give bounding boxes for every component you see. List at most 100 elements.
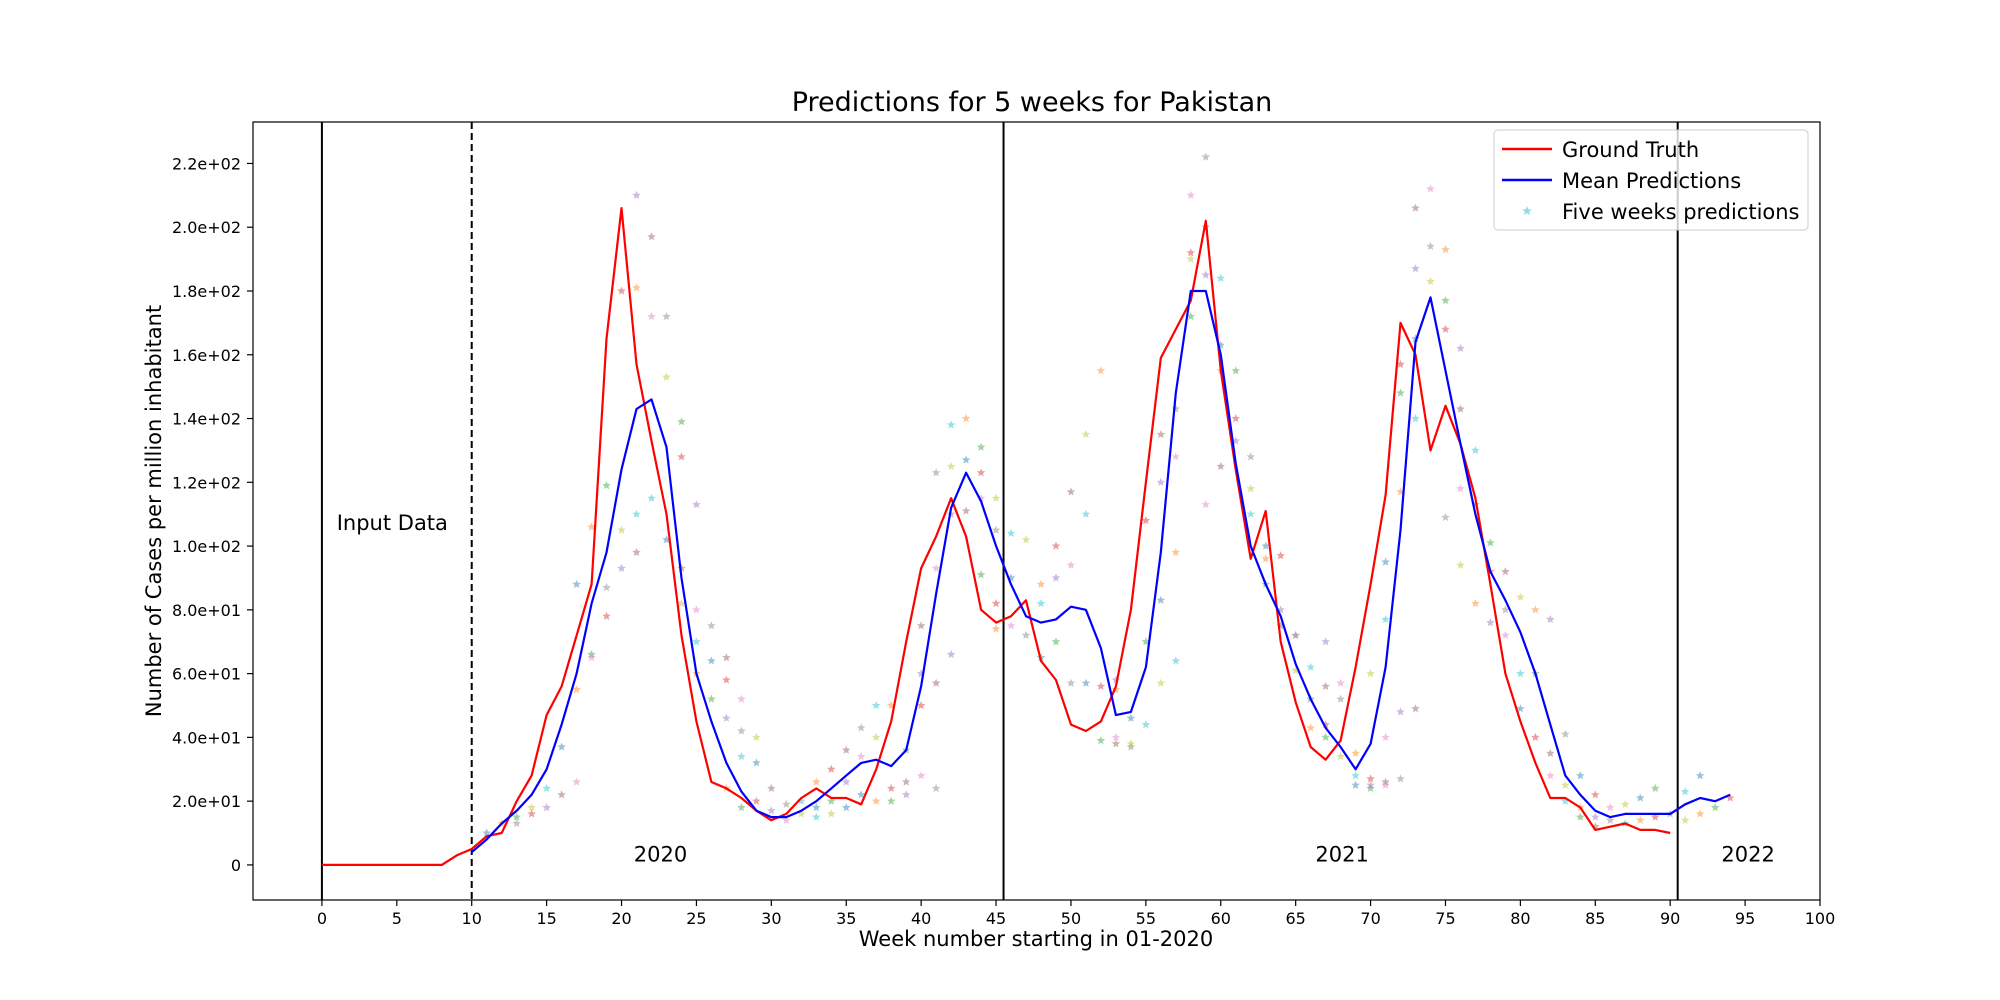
prediction-point — [1126, 713, 1136, 722]
prediction-point — [1066, 487, 1076, 496]
prediction-point — [931, 783, 941, 792]
prediction-point — [976, 493, 986, 502]
prediction-point — [542, 803, 551, 812]
prediction-point — [1051, 637, 1061, 646]
prediction-point — [1051, 541, 1061, 550]
prediction-point — [991, 493, 1001, 502]
prediction-point — [1156, 477, 1166, 486]
prediction-point — [1321, 681, 1330, 690]
prediction-point — [512, 819, 521, 828]
prediction-point — [1096, 366, 1106, 375]
x-tick-label: 40 — [911, 909, 931, 928]
x-tick-label: 50 — [1061, 909, 1081, 928]
prediction-point — [1321, 720, 1330, 729]
prediction-point — [1366, 774, 1375, 783]
prediction-point — [886, 796, 896, 805]
prediction-point — [1171, 404, 1181, 413]
prediction-point — [782, 799, 791, 808]
prediction-point — [991, 624, 1001, 633]
prediction-point — [1156, 678, 1166, 687]
prediction-point — [1561, 729, 1570, 738]
prediction-point — [842, 803, 851, 812]
prediction-point — [707, 621, 716, 630]
y-tick-label: 0 — [231, 856, 241, 875]
y-tick-label: 8.0e+01 — [172, 601, 241, 620]
x-tick-label: 5 — [392, 909, 402, 928]
x-tick-label: 10 — [462, 909, 482, 928]
prediction-point — [632, 283, 641, 292]
prediction-point — [572, 685, 581, 694]
x-tick-label: 45 — [986, 909, 1006, 928]
prediction-point — [812, 777, 821, 786]
line-mean-predictions — [470, 289, 1731, 854]
prediction-point — [557, 742, 566, 751]
prediction-point — [752, 796, 761, 805]
legend-star-marker — [1522, 206, 1532, 215]
prediction-point — [707, 656, 716, 665]
prediction-point — [961, 414, 971, 423]
prediction-point — [1441, 512, 1450, 521]
prediction-point — [901, 777, 911, 786]
prediction-point — [1471, 445, 1480, 455]
prediction-point — [1186, 312, 1196, 321]
prediction-point — [1186, 248, 1196, 257]
prediction-point — [602, 481, 611, 490]
prediction-point — [797, 809, 806, 818]
prediction-point — [1606, 803, 1615, 812]
prediction-point — [1186, 254, 1196, 263]
prediction-point — [1156, 595, 1166, 604]
prediction-point — [991, 599, 1001, 608]
prediction-point — [1501, 605, 1510, 614]
prediction-point — [1486, 538, 1495, 547]
prediction-point — [1561, 796, 1570, 805]
prediction-point — [1336, 752, 1345, 761]
prediction-point — [602, 583, 611, 592]
prediction-point — [617, 563, 626, 572]
prediction-point — [1231, 366, 1240, 375]
chart-title: Predictions for 5 weeks for Pakistan — [792, 87, 1273, 118]
prediction-point — [542, 783, 551, 792]
y-tick-label: 1.0e+02 — [172, 537, 241, 556]
prediction-point — [1351, 771, 1360, 780]
prediction-point — [1396, 388, 1405, 397]
y-tick-label: 2.0e+01 — [172, 792, 241, 811]
prediction-point — [901, 790, 911, 799]
prediction-point — [1066, 678, 1076, 687]
prediction-point — [856, 723, 866, 732]
prediction-point — [856, 752, 866, 761]
prediction-point — [1336, 694, 1345, 703]
prediction-point — [1591, 790, 1600, 799]
prediction-point — [1201, 270, 1211, 279]
line-ground-truth — [321, 207, 1671, 867]
x-tick-label: 35 — [836, 909, 856, 928]
prediction-point — [512, 812, 521, 821]
prediction-point — [1066, 560, 1076, 569]
x-tick-label: 20 — [611, 909, 631, 928]
x-axis-ticks: 0 5 10 15 20 25 30 35 40 45 50 55 60 65 70 75 80 85 90 95 10… — [317, 900, 1835, 928]
prediction-point — [827, 809, 836, 818]
prediction-point — [1156, 430, 1166, 439]
prediction-point — [1186, 190, 1196, 199]
prediction-point — [886, 783, 896, 792]
prediction-point — [1635, 793, 1645, 802]
prediction-point — [1441, 296, 1450, 305]
prediction-point — [842, 745, 851, 754]
prediction-point — [976, 570, 986, 579]
prediction-point — [1411, 414, 1420, 423]
prediction-point — [1081, 509, 1091, 518]
prediction-point — [931, 678, 941, 687]
prediction-point — [722, 653, 731, 662]
prediction-point — [752, 758, 761, 767]
prediction-point — [1006, 528, 1016, 537]
series-lines — [321, 207, 1731, 867]
prediction-point — [692, 500, 701, 509]
prediction-point — [1141, 516, 1151, 525]
prediction-point — [1246, 509, 1255, 518]
annotations: Input Data 2020 2021 2022 — [337, 511, 1775, 867]
prediction-point — [871, 796, 881, 805]
y-axis-label: Number of Cases per million inhabitant — [142, 305, 166, 717]
prediction-point — [1111, 732, 1121, 741]
prediction-point — [1591, 812, 1600, 821]
prediction-point — [1441, 324, 1450, 333]
prediction-point — [916, 701, 926, 710]
